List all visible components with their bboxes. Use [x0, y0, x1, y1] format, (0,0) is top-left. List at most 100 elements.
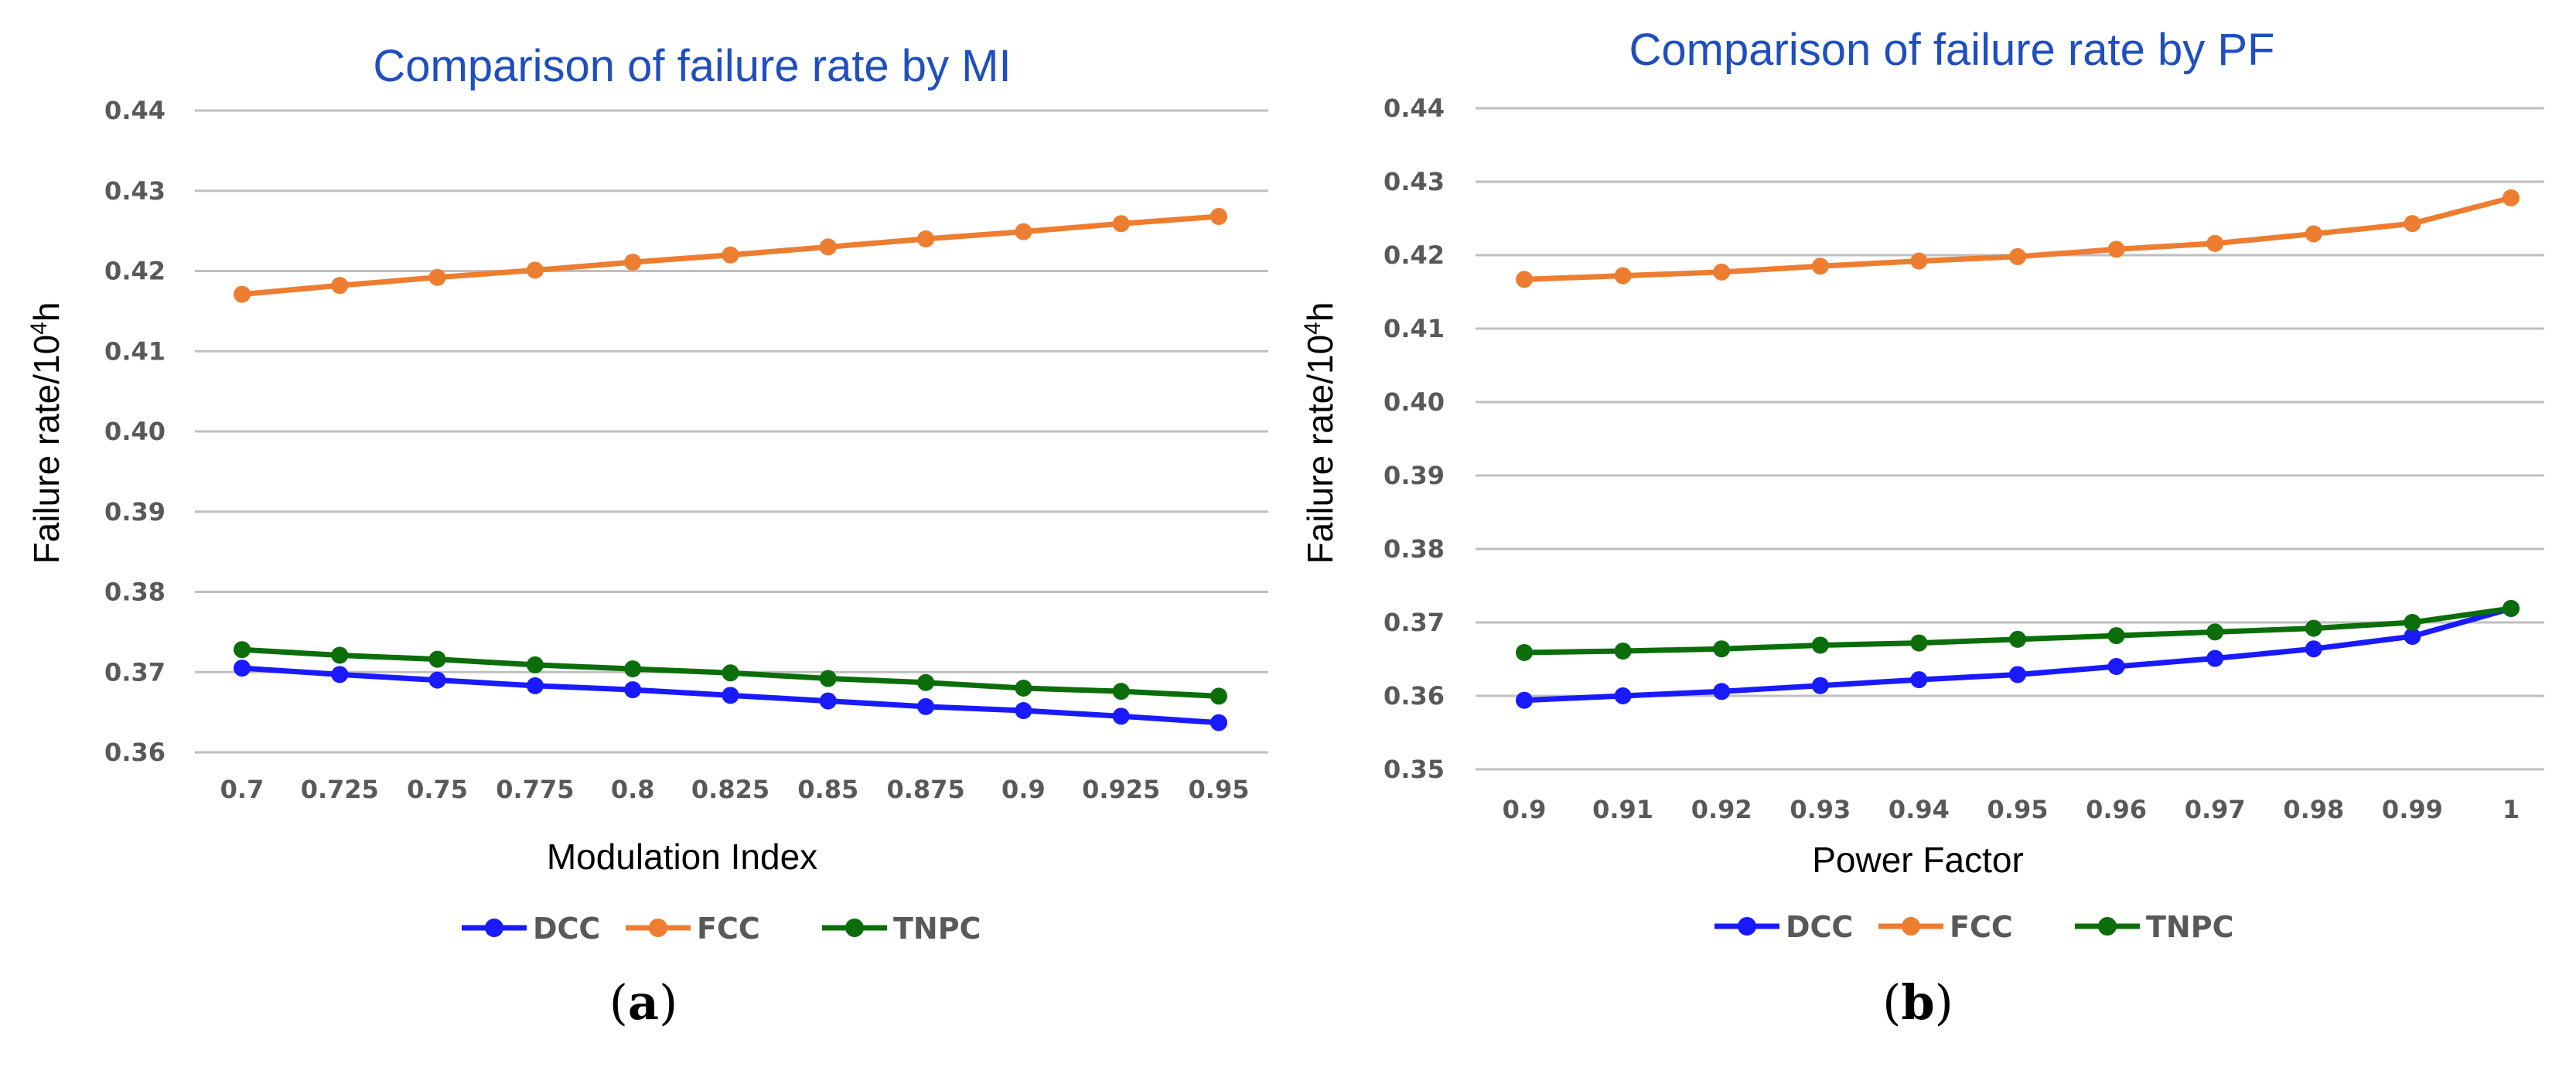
data-point-fcc: [624, 254, 642, 271]
series-layer: [234, 207, 1227, 731]
chart-title: Comparison of failure rate by MI: [373, 41, 1011, 91]
data-point-tnpc: [1910, 634, 1928, 652]
legend-label: TNPC: [893, 912, 981, 946]
data-point-fcc: [1713, 263, 1731, 281]
data-point-fcc: [2107, 240, 2125, 258]
chart-panel-b: Comparison of failure rate by PF 0.350.3…: [1300, 25, 2544, 1031]
x-tick-label: 1: [2503, 795, 2520, 824]
y-tick-labels: 0.35 0.36 0.37 0.38 0.39 0.40 0.41 0.42 0.43 0.44: [1384, 94, 1445, 784]
data-point-dcc: [1713, 683, 1731, 701]
data-point-dcc: [1910, 671, 1928, 689]
x-tick-label: 0.98: [2283, 795, 2344, 824]
legend-swatch-marker: [1902, 917, 1920, 936]
y-tick-label: 0.42: [104, 257, 165, 286]
x-tick-labels: 0.7 0.725 0.75 0.775 0.8 0.825 0.85 0.875 0.9 0.9…: [220, 775, 1250, 804]
panel-caption: (b): [1882, 974, 1953, 1031]
data-point-fcc: [1614, 267, 1632, 285]
x-tick-label: 0.97: [2185, 795, 2246, 824]
data-point-tnpc: [234, 641, 251, 659]
data-point-fcc: [526, 261, 544, 279]
legend-label: DCC: [1786, 910, 1853, 944]
data-point-fcc: [1910, 252, 1928, 270]
legend-item-tnpc: TNPC: [822, 912, 981, 946]
data-point-fcc: [1210, 207, 1227, 225]
data-point-tnpc: [331, 646, 349, 664]
data-point-dcc: [722, 687, 739, 704]
legend-swatch-marker: [2098, 917, 2117, 936]
data-point-dcc: [2009, 666, 2026, 683]
legend-item-tnpc: TNPC: [2075, 910, 2233, 944]
x-tick-label: 0.94: [1888, 795, 1950, 824]
data-point-tnpc: [1713, 640, 1731, 658]
y-tick-label: 0.40: [104, 417, 165, 446]
gridlines: [1476, 107, 2544, 771]
x-tick-label: 0.93: [1790, 795, 1851, 824]
data-point-tnpc: [819, 670, 837, 687]
x-tick-label: 0.9: [1001, 775, 1046, 804]
x-tick-label: 0.825: [691, 775, 769, 804]
y-tick-label: 0.42: [1384, 240, 1445, 270]
x-tick-label: 0.95: [1189, 775, 1250, 804]
data-point-tnpc: [2305, 619, 2322, 637]
data-point-fcc: [722, 246, 739, 264]
y-tick-label: 0.43: [1384, 167, 1445, 196]
legend-label: FCC: [697, 912, 760, 946]
data-point-fcc: [1112, 215, 1130, 233]
data-point-fcc: [819, 238, 837, 256]
data-point-fcc: [1811, 257, 1829, 275]
legend-item-fcc: FCC: [626, 912, 760, 946]
data-point-tnpc: [428, 650, 446, 668]
x-tick-label: 0.7: [220, 775, 264, 804]
data-point-dcc: [234, 660, 251, 677]
y-tick-label: 0.37: [104, 657, 165, 687]
legend-label: FCC: [1950, 910, 2013, 944]
data-point-fcc: [1015, 223, 1032, 240]
data-point-tnpc: [624, 660, 642, 678]
x-tick-label: 0.99: [2382, 795, 2443, 824]
legend-swatch-marker: [649, 919, 667, 937]
x-axis-label: Modulation Index: [547, 837, 817, 877]
data-point-fcc: [2206, 234, 2224, 252]
chart-title: Comparison of failure rate by PF: [1629, 25, 2275, 75]
data-point-tnpc: [2503, 599, 2520, 617]
legend-swatch-marker: [1738, 917, 1756, 936]
data-point-tnpc: [2206, 623, 2224, 641]
x-tick-label: 0.85: [797, 775, 858, 804]
legend-item-fcc: FCC: [1878, 910, 2013, 944]
data-point-dcc: [1210, 714, 1227, 731]
series-line-fcc: [1521, 195, 2514, 282]
data-point-dcc: [331, 666, 349, 683]
x-tick-labels: 0.9 0.91 0.92 0.93 0.94 0.95 0.96 0.97 0.98 0.99 1: [1503, 795, 2520, 824]
panel-caption: (a): [609, 974, 678, 1031]
x-tick-label: 0.95: [1987, 795, 2049, 824]
legend-label: DCC: [533, 912, 600, 946]
data-point-tnpc: [1210, 687, 1227, 705]
data-point-fcc: [331, 277, 349, 295]
y-tick-label: 0.36: [104, 738, 165, 767]
data-point-tnpc: [1112, 683, 1130, 701]
series-layer: [1516, 189, 2520, 709]
legend: DCC FCC TNPC: [1714, 910, 2233, 944]
data-point-fcc: [2009, 247, 2026, 265]
y-tick-label: 0.35: [1384, 755, 1445, 784]
data-point-tnpc: [1516, 643, 1533, 661]
data-point-dcc: [1516, 691, 1533, 709]
x-tick-label: 0.96: [2086, 795, 2147, 824]
data-point-fcc: [917, 230, 935, 247]
y-tick-labels: 0.36 0.37 0.38 0.39 0.40 0.41 0.42 0.43 0.44: [104, 96, 165, 767]
y-tick-label: 0.44: [104, 96, 165, 125]
data-point-tnpc: [2009, 630, 2026, 648]
y-tick-label: 0.44: [1384, 94, 1445, 123]
data-point-fcc: [428, 268, 446, 286]
legend-item-dcc: DCC: [462, 912, 600, 946]
x-tick-label: 0.925: [1082, 775, 1160, 804]
data-point-dcc: [819, 692, 837, 710]
data-point-dcc: [1112, 707, 1130, 725]
x-tick-label: 0.75: [407, 775, 468, 804]
data-point-tnpc: [2107, 627, 2125, 645]
data-point-fcc: [2503, 189, 2520, 206]
data-point-dcc: [624, 681, 642, 699]
y-tick-label: 0.38: [104, 578, 165, 607]
legend-label: TNPC: [2146, 910, 2233, 944]
data-point-fcc: [1516, 271, 1533, 288]
